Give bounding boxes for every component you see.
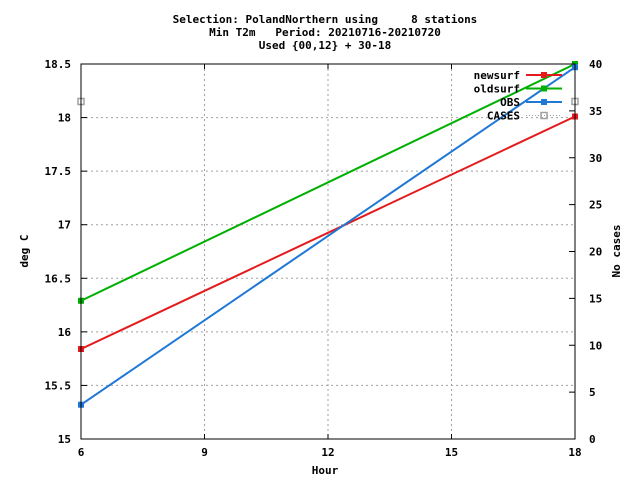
y2-tick-label: 20 (589, 246, 602, 259)
legend-swatch-marker-cases (540, 111, 548, 120)
y2-tick-label: 15 (589, 292, 602, 305)
y-axis-label: deg C (18, 234, 31, 267)
y-tick-label: 15.5 (45, 379, 72, 392)
y2-tick-label: 40 (589, 58, 602, 71)
series-line-oldsurf (80, 63, 576, 302)
y-tick-label: 18 (58, 112, 71, 125)
y-tick-label: 15 (58, 433, 71, 446)
x-tick-label: 9 (201, 446, 208, 459)
plot-frame (80, 63, 576, 440)
x-tick-label: 15 (445, 446, 458, 459)
chart-title-line-1: Selection: PolandNorthern using 8 statio… (173, 13, 478, 26)
legend-label-obs: OBS (500, 96, 520, 109)
series-line-obs (80, 66, 576, 406)
y2-tick-label: 25 (589, 199, 602, 212)
y2-tick-label: 0 (589, 433, 596, 446)
x-axis-label: Hour (312, 464, 339, 477)
y2-tick-label: 30 (589, 152, 602, 165)
legend-label-newsurf: newsurf (474, 69, 520, 82)
legend-swatch-marker-obs (541, 99, 547, 105)
legend-label-oldsurf: oldsurf (474, 83, 520, 96)
y2-tick-label: 10 (589, 339, 602, 352)
y-tick-label: 17 (58, 219, 71, 232)
chart-title-line-2: Min T2m Period: 20210716-20210720 (209, 26, 441, 39)
y-tick-label: 16 (58, 326, 72, 339)
y-tick-label: 18.5 (45, 58, 72, 71)
x-tick-label: 6 (78, 446, 85, 459)
x-tick-label: 12 (321, 446, 334, 459)
y-tick-label: 17.5 (45, 165, 72, 178)
legend-swatch-marker-oldsurf (541, 85, 547, 92)
y-tick-label: 16.5 (45, 272, 72, 285)
legend-swatch-marker-newsurf (541, 72, 547, 78)
y2-axis-label: No cases (610, 225, 623, 278)
series-line-newsurf (80, 115, 576, 350)
y2-tick-label: 5 (589, 386, 596, 399)
x-tick-label: 18 (568, 446, 581, 459)
y2-tick-label: 35 (589, 105, 602, 118)
grid-layer (81, 64, 575, 439)
chart-title-line-3: Used {00,12} + 30-18 (259, 39, 391, 52)
legend-label-cases: CASES (487, 110, 520, 123)
